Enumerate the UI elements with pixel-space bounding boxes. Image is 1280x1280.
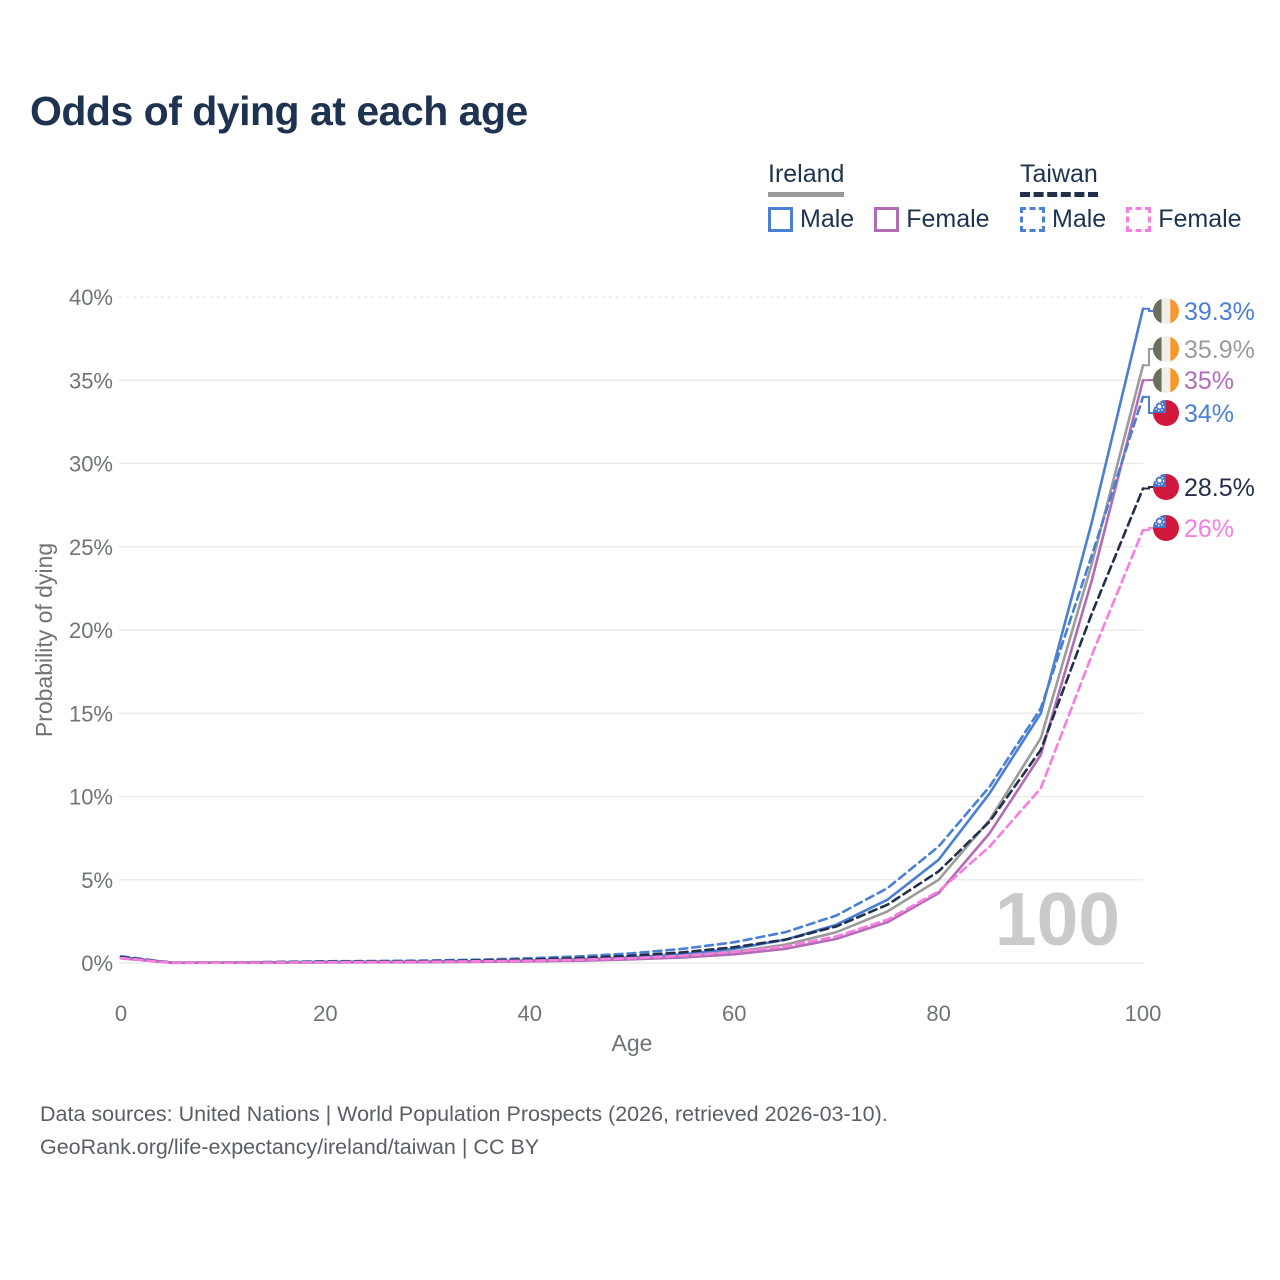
page-title: Odds of dying at each age: [30, 88, 528, 134]
legend-item-label: Male: [800, 205, 855, 233]
legend-item-ireland-female[interactable]: Female: [874, 205, 990, 234]
y-tick-label: 25%: [69, 535, 113, 560]
legend-item-taiwan-male[interactable]: Male: [1020, 205, 1106, 234]
series-line-ireland-female: [119, 379, 1145, 965]
flag-icon-ireland: [1153, 367, 1179, 393]
flag-icon-taiwan: [1153, 474, 1179, 500]
series-line-ireland: [119, 364, 1145, 964]
attribution-link[interactable]: GeoRank.org/life-expectancy/ireland/taiw…: [40, 1135, 540, 1159]
x-axis-title: Age: [612, 1030, 653, 1056]
end-label-connector: [1143, 395, 1153, 414]
y-tick-label: 20%: [69, 618, 113, 643]
series-line-taiwan: [119, 487, 1145, 964]
x-tick-label: 40: [518, 1001, 542, 1026]
y-tick-label: 30%: [69, 452, 113, 477]
odds-of-dying-chart: 0% 5% 10% 15% 20% 25% 30% 35% 40% 0 20 40 60 80 100 Age…: [31, 285, 1255, 1056]
legend-items-ireland: Male Female: [768, 205, 990, 234]
footer: Data sources: United Nations | World Pop…: [40, 1098, 1200, 1164]
age-watermark: 100: [995, 877, 1120, 961]
y-tick-label: 10%: [69, 785, 113, 810]
flag-icon-ireland: [1153, 336, 1179, 362]
end-value-label-ireland: 35.9%: [1184, 336, 1255, 364]
series-line-taiwan-female: [119, 528, 1145, 965]
y-tick-label: 35%: [69, 368, 113, 393]
end-label-connector: [1143, 527, 1153, 532]
legend-group-title-taiwan[interactable]: Taiwan: [1020, 160, 1098, 197]
legend-item-label: Male: [1052, 205, 1107, 233]
x-tick-label: 0: [115, 1001, 127, 1026]
data-sources-text: Data sources: United Nations | World Pop…: [40, 1102, 888, 1126]
y-tick-label: 40%: [69, 285, 113, 310]
end-value-label-taiwan-female: 26%: [1184, 515, 1234, 543]
legend-item-label: Female: [1158, 205, 1242, 233]
legend-item-label: Female: [906, 205, 990, 233]
x-tick-label: 60: [722, 1001, 746, 1026]
end-value-label-ireland-male: 39.3%: [1184, 298, 1255, 326]
x-tick-label: 20: [313, 1001, 337, 1026]
legend-group-title-ireland[interactable]: Ireland: [768, 160, 845, 197]
legend-item-ireland-male[interactable]: Male: [768, 205, 854, 234]
flag-icon-taiwan: [1153, 400, 1179, 426]
dashed-line-swatch-icon: [1020, 207, 1045, 232]
y-tick-label: 15%: [69, 701, 113, 726]
series-line-taiwan-male: [119, 395, 1145, 964]
flag-icon-ireland: [1153, 298, 1179, 324]
legend-group-ireland: Ireland Male Female: [768, 160, 990, 234]
series-line-ireland-male: [119, 307, 1145, 964]
line-swatch-icon: [768, 207, 793, 232]
end-label-connector: [1143, 307, 1153, 312]
legend-items-taiwan: Male Female: [1020, 205, 1242, 234]
line-swatch-icon: [874, 207, 900, 232]
flag-icon-taiwan: [1153, 515, 1179, 541]
end-label-connector: [1143, 486, 1153, 490]
x-tick-label: 80: [926, 1001, 950, 1026]
legend-item-taiwan-female[interactable]: Female: [1126, 205, 1242, 234]
y-tick-label: 0%: [81, 951, 113, 976]
y-tick-label: 5%: [81, 868, 113, 893]
dashed-line-swatch-icon: [1126, 207, 1152, 232]
end-label-connector: [1143, 348, 1153, 367]
legend-group-taiwan: Taiwan Male Female: [1020, 160, 1242, 234]
end-value-label-ireland-female: 35%: [1184, 367, 1234, 395]
y-axis-title: Probability of dying: [31, 543, 57, 737]
end-value-label-taiwan-male: 34%: [1184, 400, 1234, 428]
x-tick-label: 100: [1125, 1001, 1162, 1026]
end-value-label-taiwan: 28.5%: [1184, 474, 1255, 502]
legend: Ireland Male Female Taiwan Male: [0, 160, 1280, 250]
